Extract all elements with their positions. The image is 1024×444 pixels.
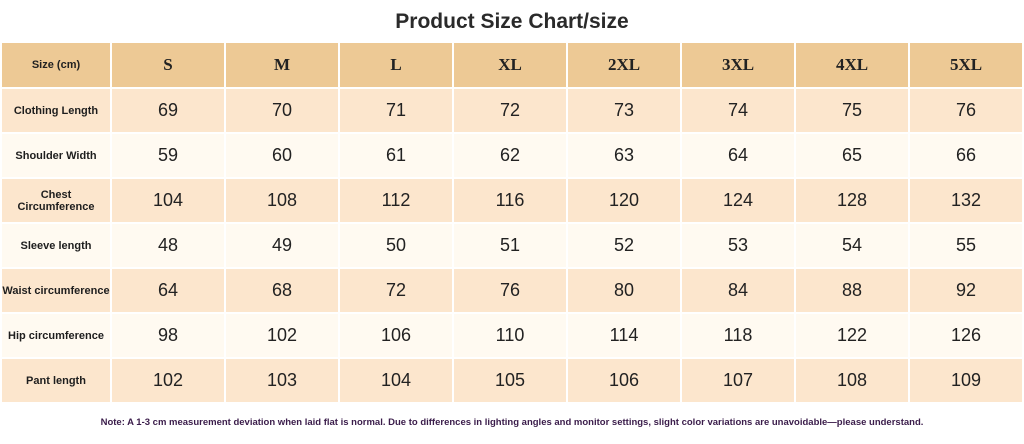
chart-title: Product Size Chart/size (395, 10, 629, 33)
table-cell: 69 (112, 89, 224, 134)
table-cell: 106 (568, 359, 680, 404)
table-cell: 102 (226, 314, 338, 359)
table-cell: 51 (454, 224, 566, 269)
size-header: XL (454, 43, 566, 89)
table-cell: 64 (112, 269, 224, 314)
table-cell: 104 (112, 179, 224, 224)
size-header: 2XL (568, 43, 680, 89)
table-cell: 76 (910, 89, 1022, 134)
table-cell: 60 (226, 134, 338, 179)
table-cell: 120 (568, 179, 680, 224)
disclaimer-note: Note: A 1-3 cm measurement deviation whe… (100, 417, 924, 428)
row-label: Pant length (2, 359, 110, 404)
table-row: Waist circumference 64 68 72 76 80 84 88… (2, 269, 1022, 314)
table-cell: 104 (340, 359, 452, 404)
table-cell: 112 (340, 179, 452, 224)
table-cell: 65 (796, 134, 908, 179)
corner-label: Size (cm) (2, 43, 110, 89)
table-cell: 63 (568, 134, 680, 179)
table-cell: 48 (112, 224, 224, 269)
table-cell: 122 (796, 314, 908, 359)
table-cell: 72 (454, 89, 566, 134)
table-cell: 53 (682, 224, 794, 269)
table-cell: 66 (910, 134, 1022, 179)
table-cell: 109 (910, 359, 1022, 404)
table-cell: 116 (454, 179, 566, 224)
table-cell: 70 (226, 89, 338, 134)
row-label: Clothing Length (2, 89, 110, 134)
table-cell: 71 (340, 89, 452, 134)
table-cell: 110 (454, 314, 566, 359)
table-cell: 126 (910, 314, 1022, 359)
table-row: Pant length 102 103 104 105 106 107 108 … (2, 359, 1022, 404)
table-cell: 49 (226, 224, 338, 269)
row-label: Waist circumference (2, 269, 110, 314)
table-cell: 108 (226, 179, 338, 224)
table-cell: 105 (454, 359, 566, 404)
table-cell: 72 (340, 269, 452, 314)
table-cell: 98 (112, 314, 224, 359)
table-cell: 124 (682, 179, 794, 224)
row-label: Sleeve length (2, 224, 110, 269)
size-header: 5XL (910, 43, 1022, 89)
size-header: S (112, 43, 224, 89)
row-label: Chest Circumference (2, 179, 110, 224)
table-cell: 50 (340, 224, 452, 269)
table-cell: 106 (340, 314, 452, 359)
table-cell: 76 (454, 269, 566, 314)
table-cell: 52 (568, 224, 680, 269)
table-cell: 74 (682, 89, 794, 134)
size-header: L (340, 43, 452, 89)
size-header: 4XL (796, 43, 908, 89)
table-cell: 62 (454, 134, 566, 179)
table-cell: 54 (796, 224, 908, 269)
table-cell: 59 (112, 134, 224, 179)
table-cell: 92 (910, 269, 1022, 314)
header-row: Size (cm) S M L XL 2XL 3XL 4XL 5XL (2, 43, 1022, 89)
table-cell: 73 (568, 89, 680, 134)
table-cell: 107 (682, 359, 794, 404)
size-table: Size (cm) S M L XL 2XL 3XL 4XL 5XL Cloth… (0, 43, 1024, 404)
table-cell: 88 (796, 269, 908, 314)
table-cell: 108 (796, 359, 908, 404)
table-cell: 84 (682, 269, 794, 314)
table-row: Chest Circumference 104 108 112 116 120 … (2, 179, 1022, 224)
table-cell: 61 (340, 134, 452, 179)
row-label: Hip circumference (2, 314, 110, 359)
size-chart: Size (cm) S M L XL 2XL 3XL 4XL 5XL Cloth… (0, 43, 1024, 404)
table-cell: 55 (910, 224, 1022, 269)
table-cell: 64 (682, 134, 794, 179)
size-header: 3XL (682, 43, 794, 89)
table-cell: 114 (568, 314, 680, 359)
size-header: M (226, 43, 338, 89)
table-row: Shoulder Width 59 60 61 62 63 64 65 66 (2, 134, 1022, 179)
table-cell: 80 (568, 269, 680, 314)
table-cell: 118 (682, 314, 794, 359)
table-row: Hip circumference 98 102 106 110 114 118… (2, 314, 1022, 359)
table-cell: 132 (910, 179, 1022, 224)
table-cell: 102 (112, 359, 224, 404)
table-cell: 75 (796, 89, 908, 134)
table-cell: 128 (796, 179, 908, 224)
table-cell: 103 (226, 359, 338, 404)
table-row: Clothing Length 69 70 71 72 73 74 75 76 (2, 89, 1022, 134)
table-cell: 68 (226, 269, 338, 314)
row-label: Shoulder Width (2, 134, 110, 179)
table-row: Sleeve length 48 49 50 51 52 53 54 55 (2, 224, 1022, 269)
